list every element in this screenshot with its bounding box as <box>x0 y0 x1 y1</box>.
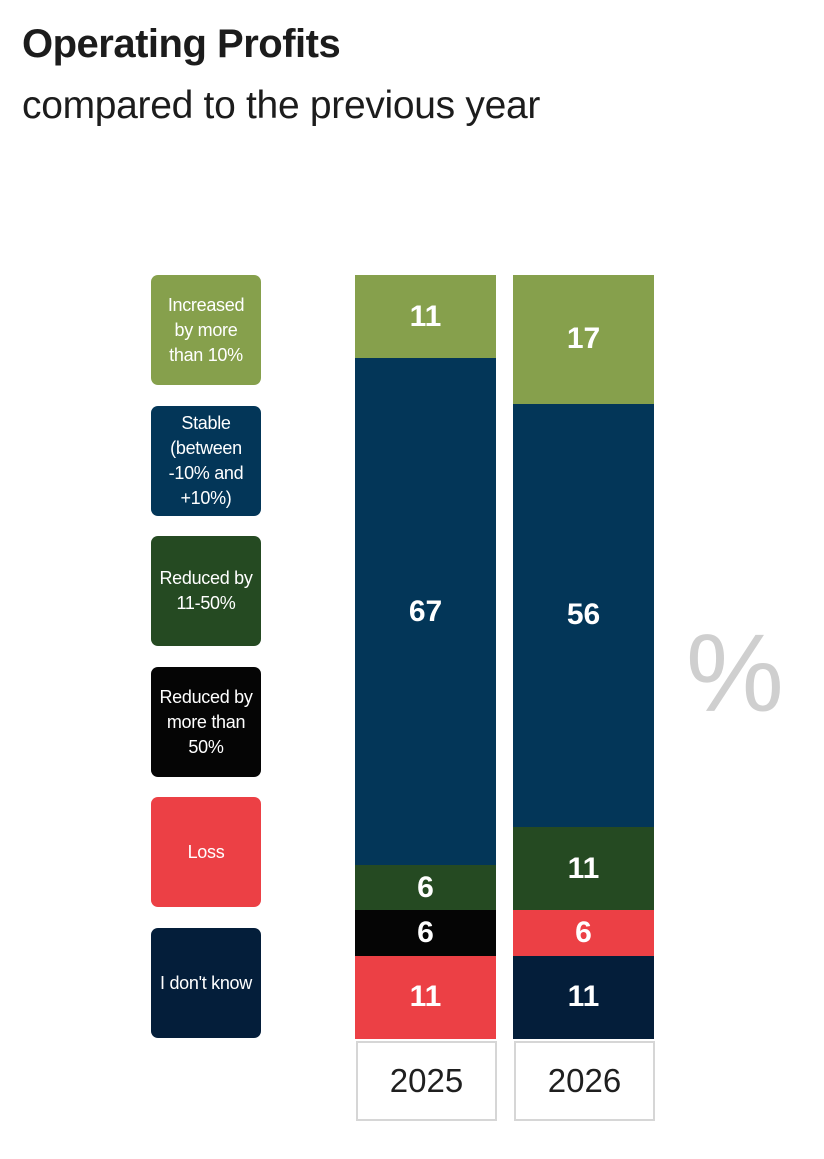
legend-item-4: Loss <box>151 797 261 907</box>
legend-item-2: Reduced by 11-50% <box>151 536 261 646</box>
chart-title: Operating Profits <box>22 22 341 66</box>
legend-label: Reduced by more than 50% <box>159 686 253 757</box>
bar-segment: 6 <box>355 910 496 956</box>
category-label: 2026 <box>514 1041 655 1121</box>
bar-segment: 6 <box>513 910 654 956</box>
bar-segment: 67 <box>355 358 496 865</box>
legend-label: Increased by more than 10% <box>167 294 245 365</box>
legend-item-5: I don't know <box>151 928 261 1038</box>
bar-segment: 6 <box>355 865 496 911</box>
category-label: 2025 <box>356 1041 497 1121</box>
data-label: 11 <box>409 299 442 333</box>
data-label: 11 <box>567 980 600 1014</box>
bar-column-2025: 11 67 6 6 11 <box>355 275 496 1039</box>
legend-label: Reduced by 11-50% <box>159 568 253 613</box>
legend-item-3: Reduced by more than 50% <box>151 667 261 777</box>
data-label: 6 <box>417 916 434 950</box>
data-label: 56 <box>566 598 601 632</box>
data-label: 11 <box>409 980 442 1014</box>
bar-column-2026: 17 56 11 6 11 <box>513 275 654 1039</box>
bar-segment: 11 <box>513 955 654 1039</box>
legend-item-0: Increased by more than 10% <box>151 275 261 385</box>
data-label: 11 <box>567 851 600 885</box>
bar-segment: 11 <box>355 275 496 359</box>
legend-label: I don't know <box>160 972 252 993</box>
chart-subtitle: compared to the previous year <box>22 84 541 127</box>
data-label: 6 <box>417 870 434 904</box>
legend-label: Loss <box>187 841 225 862</box>
data-label: 17 <box>566 322 601 356</box>
data-label: 6 <box>575 916 592 950</box>
bar-segment: 17 <box>513 275 654 404</box>
bar-segment: 11 <box>355 955 496 1039</box>
bar-segment: 56 <box>513 403 654 828</box>
unit-label: % <box>686 612 784 735</box>
bar-segment: 11 <box>513 827 654 911</box>
legend-item-1: Stable (between -10% and +10%) <box>151 406 261 516</box>
legend-label: Stable (between -10% and +10%) <box>168 413 244 508</box>
data-label: 67 <box>408 594 443 628</box>
